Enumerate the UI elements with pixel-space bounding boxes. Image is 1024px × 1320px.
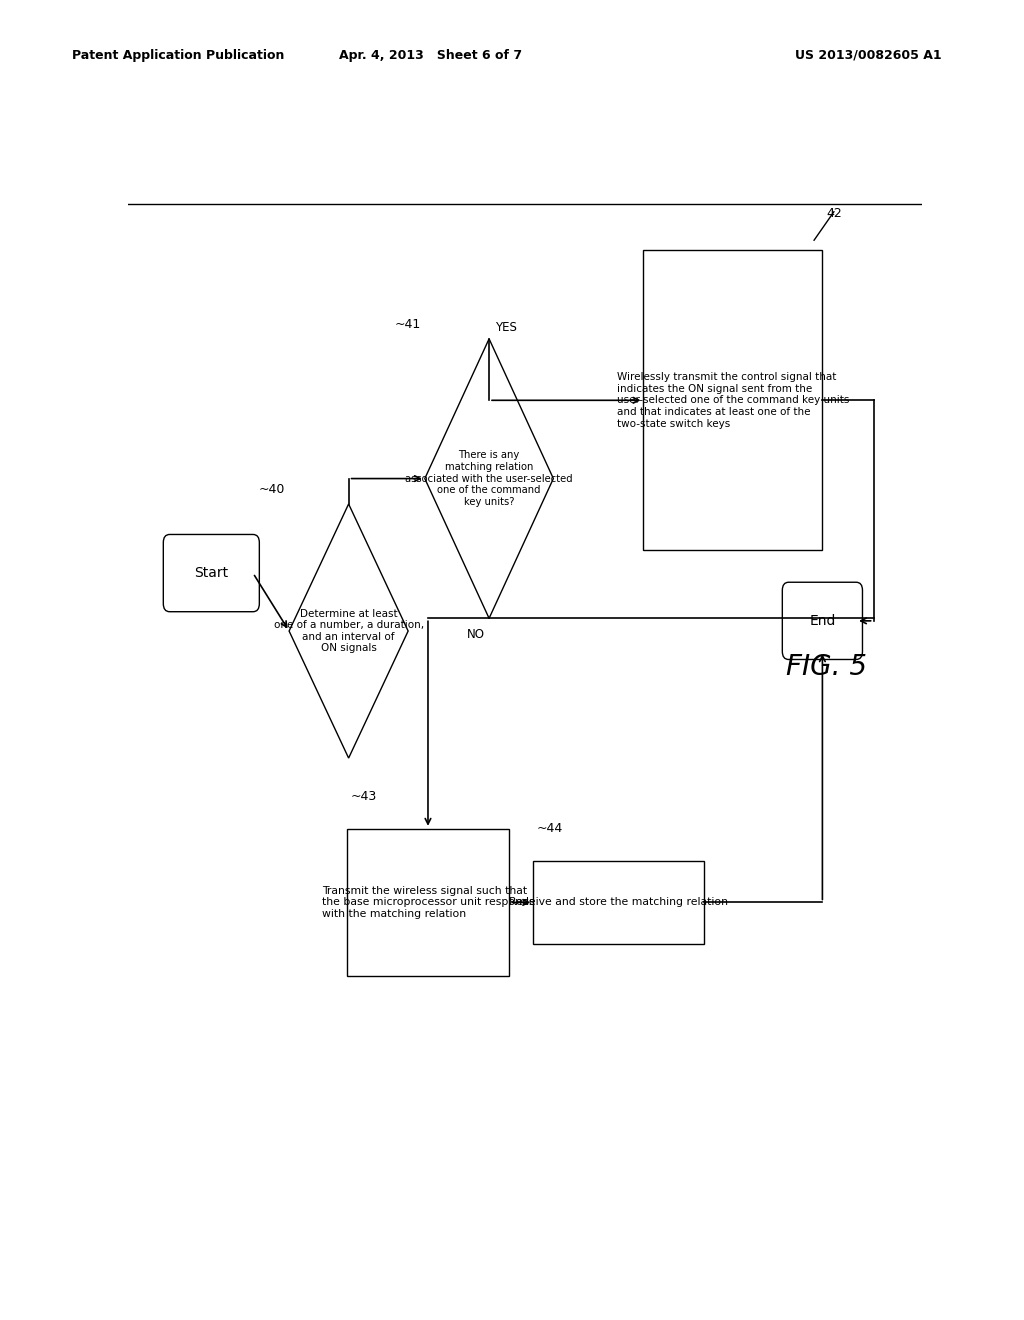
Bar bbox=[643, 251, 822, 550]
Text: 42: 42 bbox=[826, 207, 842, 220]
Bar bbox=[534, 861, 703, 944]
Text: There is any
matching relation
associated with the user-selected
one of the comm: There is any matching relation associate… bbox=[406, 450, 572, 507]
Bar bbox=[347, 829, 509, 975]
Text: Apr. 4, 2013   Sheet 6 of 7: Apr. 4, 2013 Sheet 6 of 7 bbox=[339, 49, 521, 62]
FancyBboxPatch shape bbox=[782, 582, 862, 660]
Text: Start: Start bbox=[195, 566, 228, 579]
Text: NO: NO bbox=[467, 628, 485, 642]
Text: ~44: ~44 bbox=[538, 822, 563, 836]
Text: Wirelessly transmit the control signal that
indicates the ON signal sent from th: Wirelessly transmit the control signal t… bbox=[616, 372, 849, 429]
Text: ~43: ~43 bbox=[350, 791, 377, 804]
Text: US 2013/0082605 A1: US 2013/0082605 A1 bbox=[796, 49, 942, 62]
Polygon shape bbox=[425, 339, 553, 618]
Polygon shape bbox=[289, 504, 409, 758]
Text: Patent Application Publication: Patent Application Publication bbox=[72, 49, 284, 62]
FancyBboxPatch shape bbox=[163, 535, 259, 611]
Text: End: End bbox=[809, 614, 836, 628]
Text: ~40: ~40 bbox=[259, 483, 285, 496]
Text: Receive and store the matching relation: Receive and store the matching relation bbox=[509, 898, 728, 907]
Text: ~41: ~41 bbox=[394, 318, 421, 331]
Text: Determine at least
one of a number, a duration,
and an interval of
ON signals: Determine at least one of a number, a du… bbox=[273, 609, 424, 653]
Text: YES: YES bbox=[496, 321, 517, 334]
Text: Transmit the wireless signal such that
the base microprocessor unit responds
wit: Transmit the wireless signal such that t… bbox=[322, 886, 535, 919]
Text: FIG. 5: FIG. 5 bbox=[785, 652, 867, 681]
